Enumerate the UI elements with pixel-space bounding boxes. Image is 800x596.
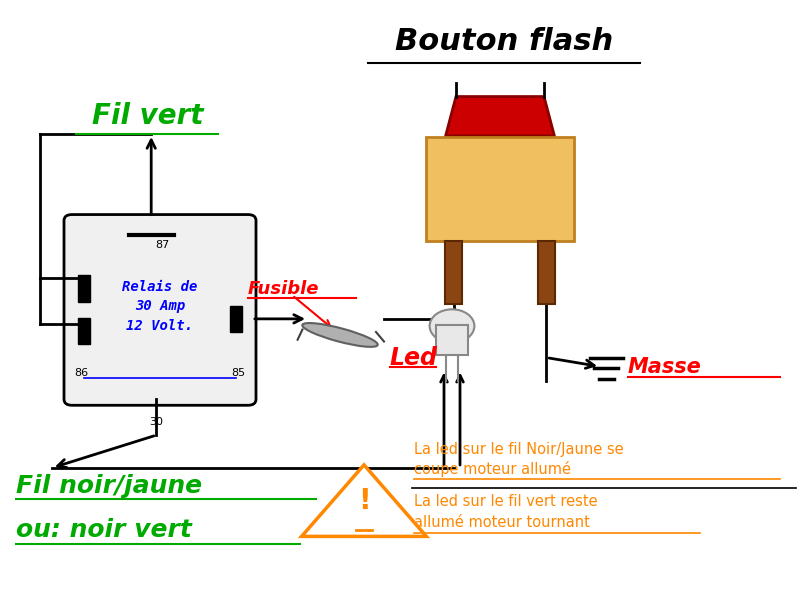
Text: La led sur le fil vert reste: La led sur le fil vert reste — [414, 494, 598, 510]
Circle shape — [430, 309, 474, 343]
Text: Masse: Masse — [628, 356, 702, 377]
Text: !: ! — [358, 487, 370, 514]
Text: 87: 87 — [155, 240, 170, 250]
Bar — [445, 241, 462, 304]
Text: La led sur le fil Noir/Jaune se: La led sur le fil Noir/Jaune se — [414, 442, 624, 458]
Bar — [426, 137, 574, 241]
Polygon shape — [302, 465, 426, 536]
Text: Fusible: Fusible — [248, 280, 319, 298]
Polygon shape — [446, 97, 554, 136]
Text: Led: Led — [390, 346, 438, 370]
Ellipse shape — [302, 323, 378, 347]
Bar — [538, 241, 555, 304]
Bar — [78, 318, 90, 344]
Bar — [230, 306, 242, 332]
Text: coupe moteur allumé: coupe moteur allumé — [414, 461, 571, 477]
Text: ou: noir vert: ou: noir vert — [16, 519, 192, 542]
Text: Fil vert: Fil vert — [92, 103, 204, 130]
FancyBboxPatch shape — [64, 215, 256, 405]
Bar — [78, 275, 90, 302]
Text: Bouton flash: Bouton flash — [395, 27, 613, 56]
Text: allumé moteur tournant: allumé moteur tournant — [414, 515, 590, 530]
Text: Relais de
30 Amp
12 Volt.: Relais de 30 Amp 12 Volt. — [122, 280, 198, 333]
Text: 86: 86 — [74, 368, 89, 377]
Text: Fil noir/jaune: Fil noir/jaune — [16, 474, 202, 498]
Bar — [436, 325, 468, 355]
Text: 85: 85 — [231, 368, 246, 377]
Text: 30: 30 — [150, 417, 163, 427]
